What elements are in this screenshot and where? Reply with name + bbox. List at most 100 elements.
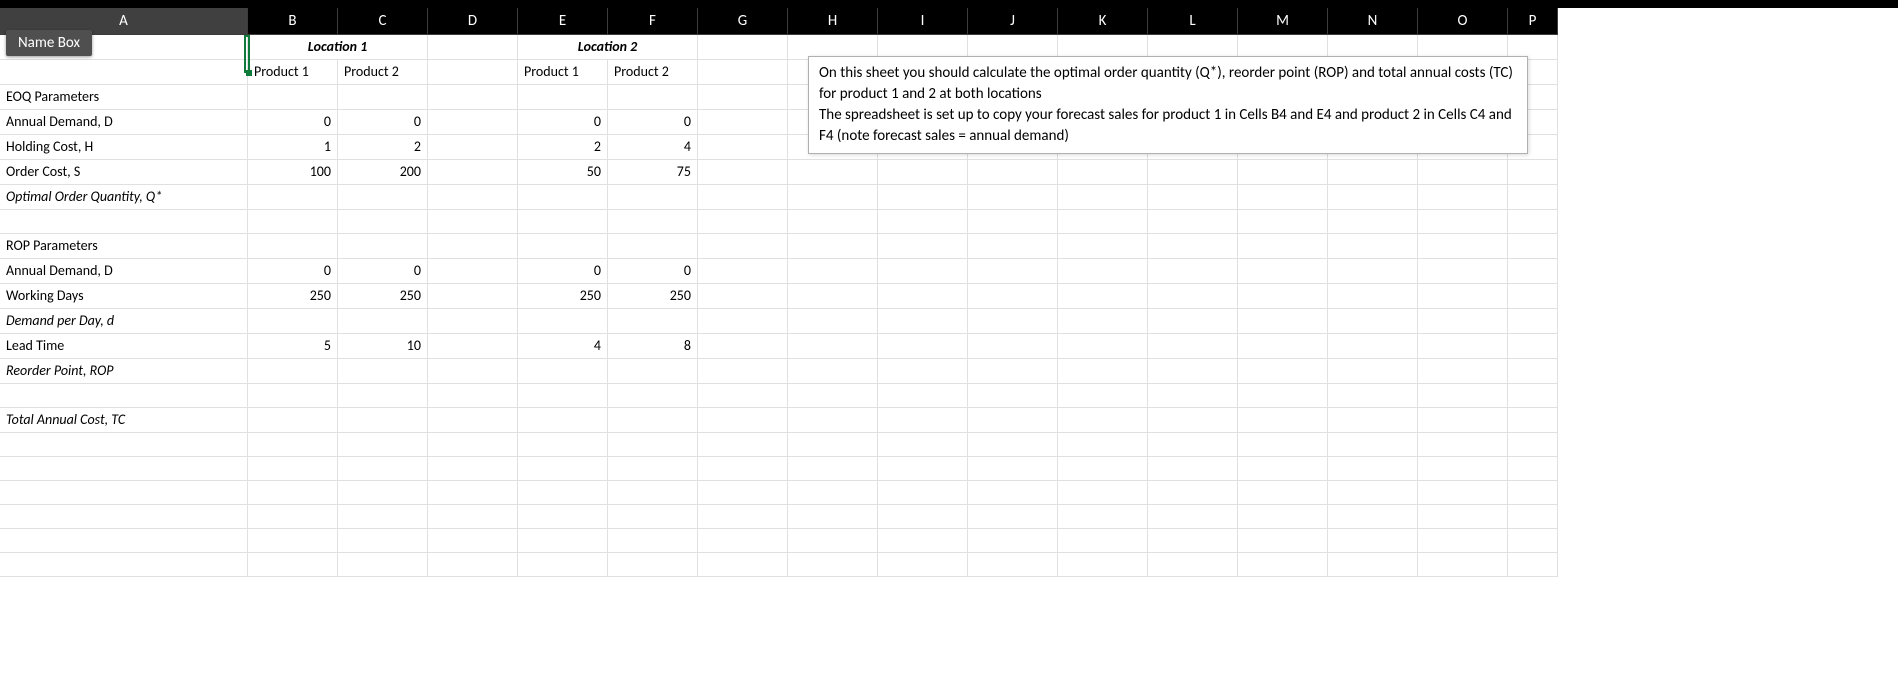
cell[interactable] <box>788 284 878 309</box>
blank-row[interactable] <box>0 384 248 408</box>
cell[interactable] <box>968 309 1058 334</box>
val-holding-l1p2[interactable]: 2 <box>338 135 428 160</box>
cell[interactable] <box>608 408 698 433</box>
cell[interactable] <box>1058 210 1148 234</box>
cell[interactable] <box>248 185 338 210</box>
cell[interactable] <box>428 433 518 457</box>
cell[interactable] <box>608 553 698 577</box>
cell-a2[interactable] <box>0 60 248 85</box>
cell[interactable] <box>1238 284 1328 309</box>
cell[interactable] <box>698 160 788 185</box>
cell[interactable] <box>428 505 518 529</box>
cell[interactable] <box>1508 234 1558 259</box>
cell[interactable] <box>1148 553 1238 577</box>
cell[interactable] <box>1418 284 1508 309</box>
cell[interactable] <box>878 284 968 309</box>
cell[interactable] <box>1328 334 1418 359</box>
cell[interactable] <box>788 505 878 529</box>
val-holding-l2p1[interactable]: 2 <box>518 135 608 160</box>
cell[interactable] <box>248 553 338 577</box>
cell[interactable] <box>1148 481 1238 505</box>
cell[interactable] <box>1058 234 1148 259</box>
cell[interactable] <box>518 384 608 408</box>
cell[interactable] <box>518 359 608 384</box>
cell[interactable] <box>1148 433 1238 457</box>
row-label-reorder-point[interactable]: Reorder Point, ROP <box>0 359 248 384</box>
row-label-annual-demand[interactable]: Annual Demand, D <box>0 110 248 135</box>
cell[interactable] <box>338 553 428 577</box>
blank-row[interactable] <box>0 553 248 577</box>
cell[interactable] <box>248 309 338 334</box>
column-header-N[interactable]: N <box>1328 8 1418 35</box>
cell[interactable] <box>698 553 788 577</box>
cell[interactable] <box>518 234 608 259</box>
cell[interactable] <box>428 457 518 481</box>
cell[interactable] <box>698 234 788 259</box>
row-label-lead-time[interactable]: Lead Time <box>0 334 248 359</box>
cell[interactable] <box>1148 359 1238 384</box>
cell[interactable] <box>428 553 518 577</box>
cell[interactable] <box>428 384 518 408</box>
cell[interactable] <box>428 529 518 553</box>
cell[interactable] <box>1058 481 1148 505</box>
cell[interactable] <box>1148 284 1238 309</box>
cell[interactable] <box>1328 553 1418 577</box>
cell[interactable] <box>428 359 518 384</box>
cell[interactable] <box>698 110 788 135</box>
cell[interactable] <box>518 408 608 433</box>
cell[interactable] <box>698 185 788 210</box>
cell[interactable] <box>608 309 698 334</box>
cell[interactable] <box>608 85 698 110</box>
cell[interactable] <box>1328 259 1418 284</box>
cell[interactable] <box>788 359 878 384</box>
cell[interactable] <box>1508 433 1558 457</box>
cell[interactable] <box>698 210 788 234</box>
cell[interactable] <box>428 481 518 505</box>
cell[interactable] <box>788 334 878 359</box>
cell[interactable] <box>338 185 428 210</box>
cell[interactable] <box>968 433 1058 457</box>
cell[interactable] <box>788 309 878 334</box>
blank-row[interactable] <box>0 210 248 234</box>
cell[interactable] <box>968 160 1058 185</box>
cell[interactable] <box>428 110 518 135</box>
column-header-E[interactable]: E <box>518 8 608 35</box>
cell[interactable] <box>1148 457 1238 481</box>
cell[interactable] <box>698 60 788 85</box>
header-product1-loc1[interactable]: Product 1 <box>248 60 338 85</box>
column-header-P[interactable]: P <box>1508 8 1558 35</box>
cell[interactable] <box>1508 529 1558 553</box>
cell[interactable] <box>518 85 608 110</box>
cell[interactable] <box>338 309 428 334</box>
val-workdays-l2p1[interactable]: 250 <box>518 284 608 309</box>
cell[interactable] <box>248 457 338 481</box>
column-header-M[interactable]: M <box>1238 8 1328 35</box>
cell[interactable] <box>1508 334 1558 359</box>
name-box-label[interactable]: Name Box <box>6 30 92 56</box>
row-label-working-days[interactable]: Working Days <box>0 284 248 309</box>
cell[interactable] <box>1238 505 1328 529</box>
cell[interactable] <box>1418 185 1508 210</box>
cell[interactable] <box>1418 334 1508 359</box>
val-annual-demand2-l1p1[interactable]: 0 <box>248 259 338 284</box>
cell[interactable] <box>698 359 788 384</box>
cell[interactable] <box>1328 160 1418 185</box>
cell[interactable] <box>1508 185 1558 210</box>
cell[interactable] <box>1148 210 1238 234</box>
cell[interactable] <box>878 433 968 457</box>
cell[interactable] <box>518 185 608 210</box>
cell[interactable] <box>1418 481 1508 505</box>
blank-row[interactable] <box>0 481 248 505</box>
cell[interactable] <box>1508 284 1558 309</box>
cell[interactable] <box>608 481 698 505</box>
row-label-order-cost[interactable]: Order Cost, S <box>0 160 248 185</box>
cell[interactable] <box>1328 359 1418 384</box>
cell[interactable] <box>968 408 1058 433</box>
cell[interactable] <box>338 234 428 259</box>
row-label-total-annual-cost[interactable]: Total Annual Cost, TC <box>0 408 248 433</box>
cell[interactable] <box>788 553 878 577</box>
cell[interactable] <box>1148 408 1238 433</box>
row-label-rop-params[interactable]: ROP Parameters <box>0 234 248 259</box>
cell[interactable] <box>788 185 878 210</box>
cell[interactable] <box>1058 408 1148 433</box>
